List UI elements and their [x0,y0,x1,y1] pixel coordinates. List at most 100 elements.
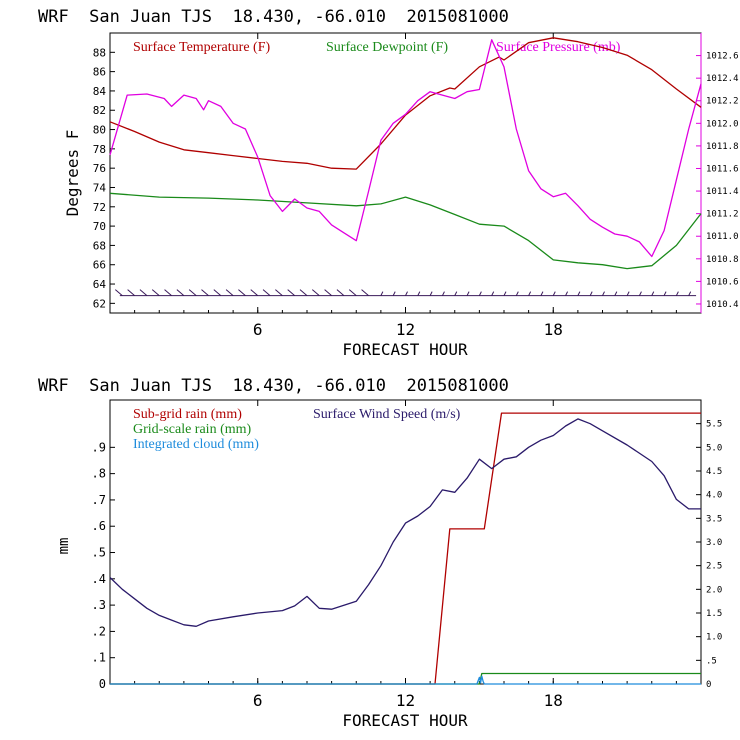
series-lines [109,37,702,270]
y-tick-label: 80 [93,124,106,137]
y-tick-label: 74 [93,181,107,194]
y-tick-label: 78 [93,143,106,156]
x-tick-label: 12 [396,691,415,710]
wind-barb [540,291,544,296]
y-tick-label: 88 [93,46,106,59]
y-ticks: 62 64 66 68 70 72 74 76 78 80 82 84 86 88 [93,46,115,310]
y-tick-label: 68 [93,239,106,252]
wind-barb [311,289,320,297]
wind-barb [528,291,532,296]
temperature-chart: WRF San Juan TJS 18.430, -66.010 2015081… [38,7,739,359]
x-ticks: 6 12 18 [134,33,677,339]
legend-subgrid-rain: Sub-grid rain (mm) [133,407,242,422]
wind-barb [602,291,605,296]
plot-frame [109,32,702,314]
wind-barb [688,291,692,296]
series-line-surface-temperature-f [109,37,702,170]
y2-tick-label: 4.5 [706,467,722,477]
wind-barb [663,291,667,296]
wind-barb [225,289,234,297]
wind-barb [299,289,308,297]
y-tick-label: .7 [92,493,106,507]
y2-tick-label: .5 [706,656,717,666]
wind-barb [675,291,679,296]
wind-barb [392,291,396,296]
y2-tick-label: 4.0 [706,491,722,501]
y-tick-label: 84 [93,85,107,98]
wind-barb [275,289,283,297]
wind-barb [213,289,222,297]
y-tick-label: .3 [92,598,106,612]
y2-tick-label: 1010.6 [706,277,739,287]
y-tick-label: 64 [93,278,107,291]
x-tick-label: 18 [544,320,563,339]
wind-barb [201,289,209,297]
y-tick-label: .1 [92,651,106,665]
wind-barb [429,291,433,296]
series-line-surface-pressure-mb [109,39,702,258]
y2-tick-label: 3.0 [706,538,722,548]
wind-barb [478,291,482,296]
wind-barb [577,291,581,296]
y2-tick-label: 1011.4 [706,187,739,197]
y-tick-label: 0 [99,677,106,691]
wind-barb [238,289,246,297]
wind-barb [552,291,556,296]
y2-tick-label: 1011.8 [706,142,739,152]
y2-tick-label: 2.0 [706,585,722,595]
y-tick-label: 82 [93,104,106,117]
x-axis-label: FORECAST HOUR [342,711,468,730]
wind-barb [188,289,197,297]
y-tick-label: .2 [92,624,106,638]
y2-tick-label: 2.5 [706,562,722,572]
x-axis-label: FORECAST HOUR [342,340,468,359]
chart-title: WRF San Juan TJS 18.430, -66.010 2015081… [38,7,509,27]
wind-barb [614,291,618,296]
y2-tick-label: 1.5 [706,609,722,619]
y-tick-label: 66 [93,259,106,272]
y2-tick-label: 1011.2 [706,210,739,220]
wind-barb [287,289,296,297]
wind-barb [114,289,123,297]
legend-integrated-cloud: Integrated cloud (mm) [133,437,259,452]
y-tick-label: 76 [93,162,106,175]
wind-barb [503,291,507,296]
y-tick-label: 70 [93,220,106,233]
wind-barb [250,289,259,297]
y-tick-label: .9 [92,440,106,454]
y-tick-label: 72 [93,201,106,214]
wind-barb [589,291,593,296]
y2-tick-label: 5.0 [706,443,722,453]
x-ticks: 6 12 18 [134,400,677,710]
y-axis-label: Degrees F [63,130,82,217]
y2-tick-label: 1012.2 [706,97,739,107]
x-tick-label: 18 [544,691,563,710]
y-tick-label: 62 [93,297,106,310]
legend-dewpoint: Surface Dewpoint (F) [326,40,448,55]
y2-tick-label: 1010.4 [706,300,739,310]
wind-barb [515,291,519,296]
wind-barb [324,289,332,297]
wind-barb [176,289,185,297]
wind-barb [336,289,345,297]
series-line-sub-grid-rain-mm [110,412,701,685]
wind-barb [380,291,384,296]
y-tick-label: .4 [92,572,106,586]
wind-barb [164,289,172,297]
wind-barb [638,291,642,296]
series-line-surface-dewpoint-f [109,192,702,270]
wind-barb [454,291,458,296]
rain-wind-chart: WRF San Juan TJS 18.430, -66.010 2015081… [38,376,722,730]
wind-barbs [114,289,697,297]
wind-barb [651,291,655,296]
wind-barb [417,291,421,296]
y-tick-label: 86 [93,66,106,79]
series-lines [109,412,701,685]
y2-tick-label: 1012.4 [706,74,739,84]
wind-barb [405,291,408,296]
y-ticks: 0 .1 .2 .3 .4 .5 .6 .7 .8 .9 [92,440,115,691]
wind-barb [151,289,160,297]
y-tick-label: .8 [92,467,106,481]
x-tick-label: 6 [253,691,263,710]
